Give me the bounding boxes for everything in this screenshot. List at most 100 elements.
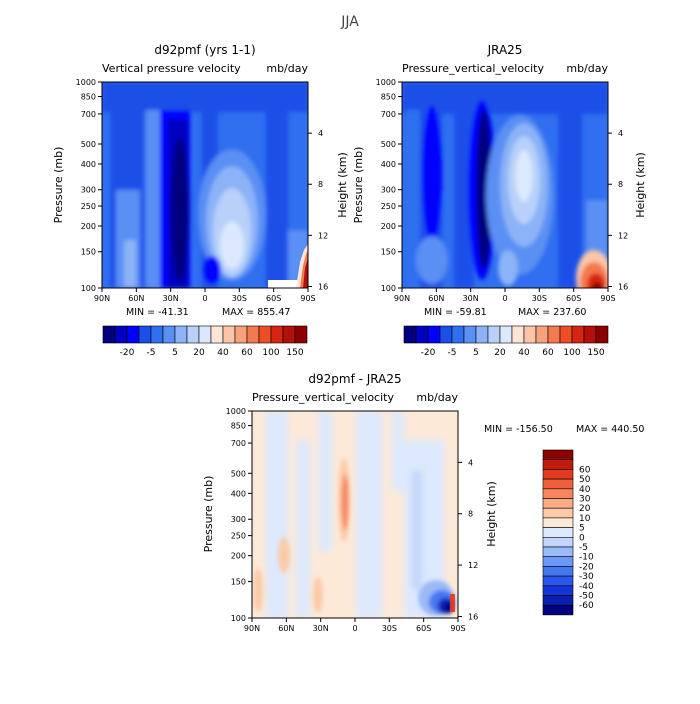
panel-title: JRA25	[487, 43, 523, 57]
colorbar-swatch	[542, 546, 574, 557]
max-label: MAX = 855.47	[222, 307, 290, 318]
colorbar-swatch	[499, 325, 513, 344]
y-tick-label: 100	[231, 614, 246, 623]
colorbar-label: 60	[579, 465, 591, 475]
colorbar-label: 150	[286, 348, 303, 358]
panel-subtitle-right: mb/day	[266, 62, 308, 75]
x-tick-label: 30N	[163, 294, 179, 303]
colorbar-swatch	[595, 325, 609, 344]
axis-bottom: 90N 60N 30N 0 30S 60S 90S	[394, 288, 616, 303]
colorbar-swatch	[542, 459, 574, 470]
colorbar-swatch	[439, 325, 453, 344]
colorbar-label: -10	[579, 553, 594, 563]
y2-tick-label: 12	[468, 561, 478, 570]
x-tick-label: 90S	[450, 624, 465, 633]
y-tick-label: 700	[81, 110, 96, 119]
colorbar-swatch	[174, 325, 188, 344]
y-tick-label: 700	[381, 110, 396, 119]
x-tick-label: 60N	[428, 294, 444, 303]
colorbar-swatch	[523, 325, 537, 344]
y-axis-label-right: Height (km)	[485, 481, 498, 547]
colorbar-swatch	[547, 325, 561, 344]
y-tick-label: 100	[381, 284, 396, 293]
y-tick-label: 1000	[76, 78, 96, 87]
colorbar-label: 40	[579, 485, 591, 495]
colorbar-label: -20	[120, 348, 135, 358]
axis-bottom: 90N 60N 30N 0 30S 60S 90S	[94, 288, 316, 303]
y-tick-label: 500	[381, 140, 396, 149]
colorbar-label: 10	[579, 514, 591, 524]
panel-reanalysis: JRA25 Pressure_vertical_velocity mb/day	[352, 43, 647, 358]
colorbar-swatch	[535, 325, 549, 344]
panel-title: d92pmf - JRA25	[308, 372, 401, 386]
axis-left: 100 150 200 250 300 400 500 700 850 1000	[376, 78, 402, 293]
panel-subtitle-right: mb/day	[416, 391, 458, 404]
y-axis-label-left: Pressure (mb)	[52, 147, 65, 224]
colorbar-swatch	[511, 325, 525, 344]
y-axis-label-right: Height (km)	[634, 152, 647, 218]
y-tick-label: 850	[381, 93, 396, 102]
colorbar-swatch	[246, 325, 260, 344]
colorbar-swatch	[542, 595, 574, 606]
heatmap-field	[402, 82, 608, 288]
colorbar-swatch	[542, 566, 574, 577]
y-axis-label-right: Height (km)	[336, 152, 349, 218]
colorbar-swatch	[542, 478, 574, 490]
axis-left: 100 150 200 250 300 400 500 700 850 1000	[226, 407, 252, 623]
y2-tick-label: 12	[618, 231, 628, 240]
x-tick-label: 90N	[94, 294, 110, 303]
x-tick-label: 90S	[300, 294, 315, 303]
x-tick-label: 60N	[278, 624, 294, 633]
y-tick-label: 250	[231, 532, 246, 541]
colorbar-swatch	[294, 325, 308, 344]
x-tick-label: 60N	[128, 294, 144, 303]
y2-tick-label: 16	[318, 282, 328, 291]
y2-tick-label: 8	[468, 510, 473, 519]
colorbar-label: -5	[448, 348, 457, 358]
colorbar-swatch	[542, 507, 574, 519]
colorbar-label: -20	[421, 348, 436, 358]
colorbar-swatch	[162, 325, 176, 344]
heatmap-field	[252, 411, 458, 618]
y2-tick-label: 8	[618, 180, 623, 189]
x-tick-label: 60S	[266, 294, 281, 303]
x-tick-label: 0	[202, 294, 207, 303]
y2-tick-label: 4	[318, 129, 323, 138]
y-tick-label: 150	[81, 248, 96, 257]
colorbar-swatch	[542, 469, 574, 480]
x-tick-label: 60S	[416, 624, 431, 633]
colorbar-swatch	[542, 575, 574, 587]
y-tick-label: 1000	[226, 407, 246, 416]
colorbar-swatch	[138, 325, 152, 344]
colorbar-swatch	[234, 325, 248, 344]
y-tick-label: 250	[81, 202, 96, 211]
colorbar-swatch	[542, 449, 574, 460]
axis-right: 16 12 8 4	[608, 129, 628, 291]
colorbar-swatch	[427, 325, 441, 344]
colorbar-swatch	[114, 325, 128, 344]
max-label: MAX = 440.50	[576, 424, 644, 435]
axis-left: 100 150 200 250 300 400 500 700 850 1000	[76, 78, 102, 293]
y-tick-label: 700	[231, 439, 246, 448]
y-tick-label: 400	[81, 160, 96, 169]
colorbar-swatch	[270, 325, 284, 344]
colorbar-swatch	[222, 325, 236, 344]
x-tick-label: 90N	[394, 294, 410, 303]
colorbar-label: 5	[172, 348, 178, 358]
y-tick-label: 150	[231, 578, 246, 587]
y2-tick-label: 16	[468, 612, 478, 621]
colorbar-swatch	[102, 325, 116, 344]
y-tick-label: 400	[381, 160, 396, 169]
panel-title: d92pmf (yrs 1-1)	[154, 43, 255, 57]
colorbar-swatch	[542, 604, 574, 616]
colorbar-label: 100	[563, 348, 580, 358]
y2-tick-label: 8	[318, 180, 323, 189]
colorbar-swatch	[542, 517, 574, 528]
colorbar-swatch	[583, 325, 597, 344]
y2-tick-label: 16	[618, 282, 628, 291]
x-tick-label: 60S	[566, 294, 581, 303]
colorbar-label: 30	[579, 495, 591, 505]
y-tick-label: 250	[381, 202, 396, 211]
axis-bottom: 90N 60N 30N 0 30S 60S 90S	[244, 618, 466, 633]
